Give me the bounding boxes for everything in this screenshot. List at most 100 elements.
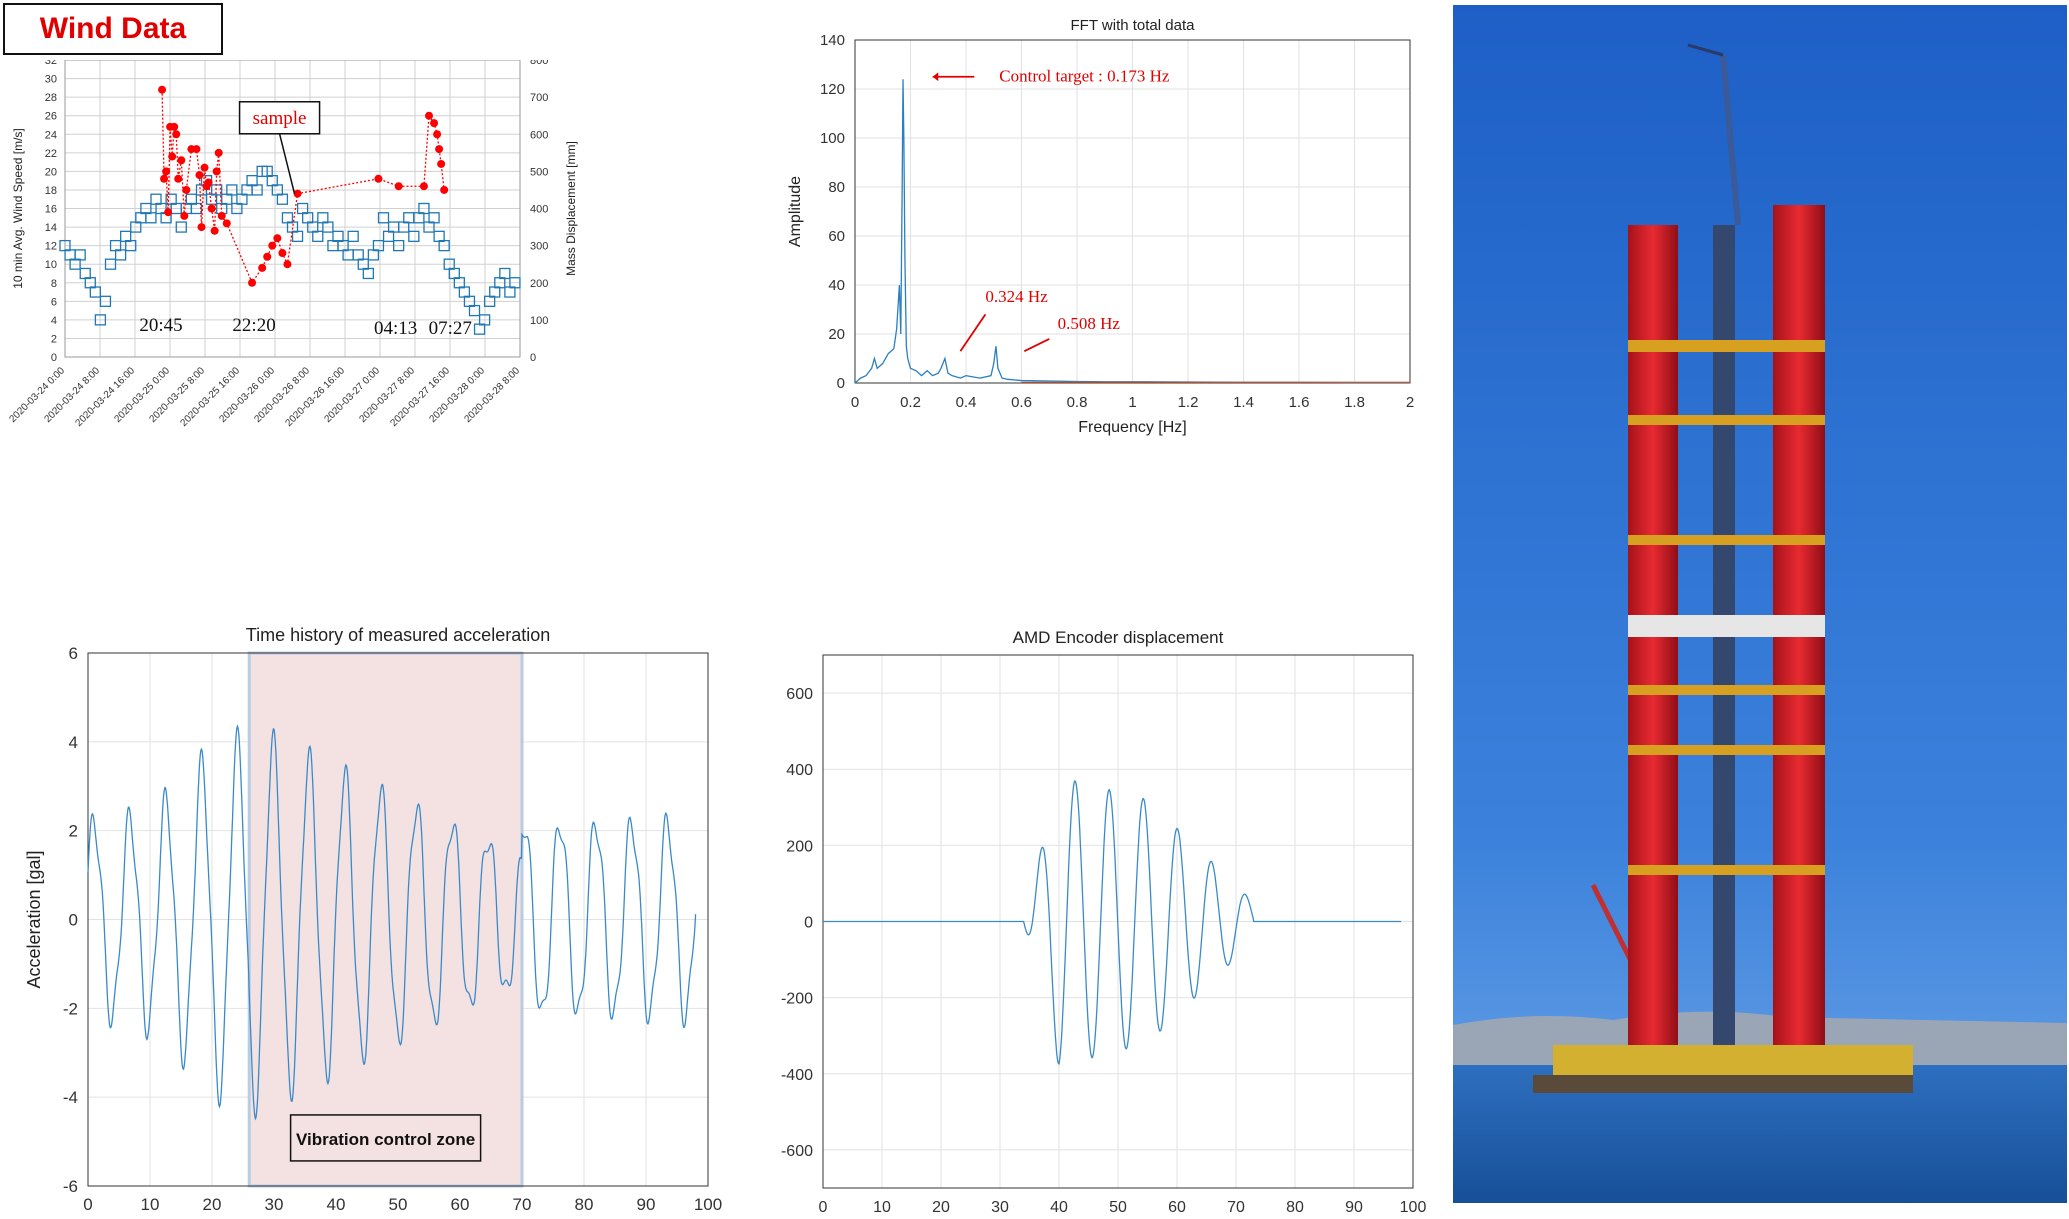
data-point-displacement: [172, 130, 181, 139]
data-point-wind: [150, 193, 162, 205]
y-tick-label: 12: [45, 241, 57, 253]
chart-title: AMD Encoder displacement: [1013, 628, 1224, 647]
y-tick-label: -200: [781, 991, 813, 1008]
x-tick-label: 60: [451, 1195, 470, 1214]
data-point-wind: [266, 175, 278, 187]
y-tick-label: 4: [69, 733, 78, 752]
data-point-displacement: [425, 111, 433, 120]
data-point-wind: [175, 221, 187, 233]
y-tick-label: 0: [837, 375, 845, 392]
data-point-wind: [489, 286, 501, 298]
x-tick-label: 80: [575, 1195, 594, 1214]
x-tick-label: 0: [819, 1199, 828, 1216]
x-tick-label: 2020-03-24 16:00: [74, 365, 138, 429]
y-tick-label: 400: [786, 762, 813, 779]
x-tick-label: 100: [1400, 1199, 1427, 1216]
data-point-displacement: [214, 148, 223, 157]
data-point-wind: [352, 249, 364, 261]
data-point-wind: [448, 267, 460, 280]
y2-axis-label: Mass Displacement [mm]: [564, 141, 578, 276]
data-point-wind: [372, 239, 385, 252]
y-tick-label: 40: [828, 277, 845, 294]
y-tick-label: 100: [820, 130, 845, 147]
y-tick-label: 120: [820, 81, 845, 98]
y-tick-label: 20: [828, 326, 845, 343]
data-point-displacement: [222, 219, 231, 228]
chart-title: Time history of measured acceleration: [246, 625, 550, 645]
data-point-displacement: [283, 260, 292, 269]
acceleration-signal-line: [87, 724, 697, 1121]
y-tick-label: -4: [63, 1088, 78, 1107]
data-point-displacement: [158, 85, 167, 94]
y-tick-label: 28: [45, 92, 57, 104]
wind-chart: 024681012141618202224262830322020-03-24 …: [7, 60, 578, 429]
x-tick-label: 2: [1406, 394, 1414, 411]
data-point-wind: [302, 212, 314, 224]
data-point-wind: [94, 314, 107, 326]
y2-tick-label: 200: [530, 278, 548, 290]
data-point-displacement: [435, 145, 444, 154]
data-point-wind: [89, 286, 101, 298]
y-tick-label: -6: [63, 1177, 78, 1196]
arrow-head: [932, 72, 939, 82]
y-tick-label: 16: [45, 204, 57, 216]
data-point-wind: [322, 221, 334, 233]
amd-displacement-chart: 0 10 20 30 40 50 60 70 80 90 100 -600 -400 -200 0 200 40…: [781, 628, 1427, 1216]
y-tick-label: -400: [781, 1067, 813, 1084]
y-tick-label: 6: [51, 296, 57, 308]
fft-annotation: 0.508 Hz: [1058, 314, 1121, 333]
data-point-displacement: [195, 171, 204, 180]
data-point-wind: [468, 304, 481, 317]
data-point-wind: [377, 212, 390, 224]
x-tick-label: 0: [83, 1195, 92, 1214]
wind-data-badge: Wind Data: [3, 3, 223, 55]
x-tick-label: 40: [327, 1195, 346, 1214]
y-tick-label: -600: [781, 1143, 813, 1160]
x-tick-label: 1.8: [1344, 394, 1365, 411]
data-point-displacement: [212, 167, 221, 176]
x-tick-label: 70: [1227, 1199, 1245, 1216]
data-point-displacement: [207, 204, 216, 213]
x-tick-label: 50: [389, 1195, 408, 1214]
data-point-wind: [74, 249, 86, 261]
y-tick-label: 0: [69, 911, 78, 930]
y-tick-label: 600: [786, 686, 813, 703]
data-point-wind: [251, 184, 263, 196]
x-tick-label: 30: [991, 1199, 1009, 1216]
data-point-wind: [428, 212, 440, 224]
data-point-wind: [418, 202, 430, 215]
data-point-wind: [312, 230, 324, 242]
arrow-0324: [959, 313, 987, 352]
data-point-wind: [236, 193, 248, 205]
sample-callout-box: [238, 101, 321, 135]
data-point-wind: [125, 239, 137, 252]
plot-frame: [64, 60, 521, 358]
bridge-tower-photo: [1453, 5, 2067, 1203]
x-tick-label: 80: [1286, 1199, 1304, 1216]
vibration-control-zone: [247, 651, 524, 1188]
data-point-wind: [99, 295, 112, 307]
x-tick-label: 90: [1345, 1199, 1363, 1216]
data-point-displacement: [258, 263, 267, 272]
y-tick-label: -2: [63, 999, 78, 1018]
data-point-wind: [403, 212, 415, 224]
data-point-wind: [205, 193, 218, 205]
y-tick-label: 0: [804, 915, 813, 932]
zone-label-box: [289, 1114, 482, 1162]
data-point-displacement: [440, 185, 449, 194]
y-tick-label: 6: [69, 644, 78, 663]
x-tick-label: 1.6: [1289, 394, 1310, 411]
y2-tick-label: 600: [530, 129, 548, 141]
y-tick-label: 24: [45, 129, 57, 141]
data-point-displacement: [210, 226, 219, 235]
y2-tick-label: 100: [530, 315, 548, 327]
data-point-wind: [478, 314, 491, 326]
data-point-wind: [347, 230, 359, 242]
data-point-displacement: [174, 174, 183, 183]
y-tick-label: 22: [45, 148, 57, 160]
data-point-wind: [276, 193, 289, 205]
time-annotation: 04:13: [374, 318, 417, 339]
data-point-displacement: [162, 167, 171, 176]
data-point-wind: [104, 258, 117, 270]
data-point-wind: [362, 267, 374, 280]
